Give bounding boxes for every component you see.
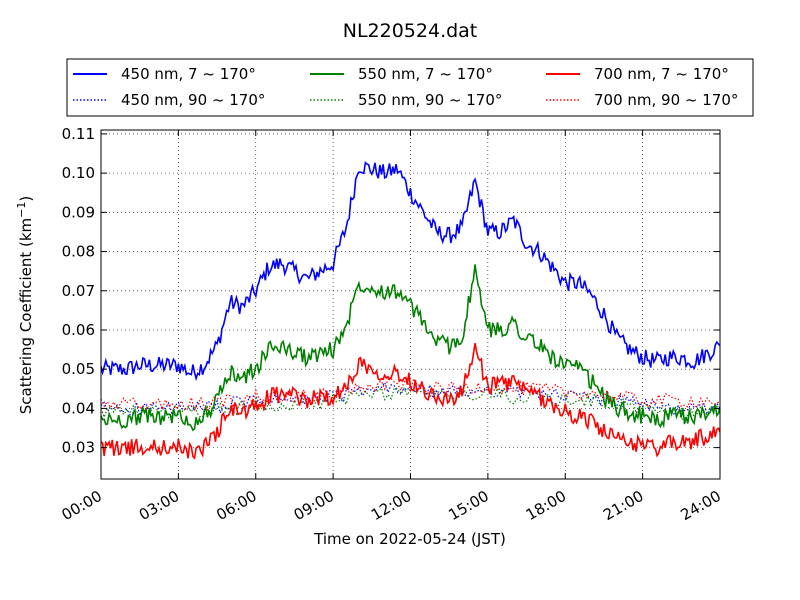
y-tick-label: 0.05 xyxy=(62,360,95,378)
y-axis-label-main: Scattering Coefficient (km xyxy=(17,218,35,414)
x-tick-label: 09:00 xyxy=(291,487,337,524)
x-axis-label: Time on 2022-05-24 (JST) xyxy=(313,530,506,548)
legend-label-1: 450 nm, 90 ~ 170° xyxy=(121,91,265,109)
y-tick-label: 0.06 xyxy=(62,321,95,339)
series-line-0 xyxy=(100,160,721,382)
y-tick-label: 0.11 xyxy=(62,125,95,143)
y-axis-label-superscript: −1 xyxy=(15,202,28,218)
series-line-2 xyxy=(100,264,721,432)
legend-label-2: 550 nm, 7 ~ 170° xyxy=(358,65,493,83)
chart-title: NL220524.dat xyxy=(343,20,478,42)
axis-ticks xyxy=(100,130,721,479)
x-tick-label: 06:00 xyxy=(213,487,259,524)
x-tick-label: 12:00 xyxy=(368,487,414,524)
legend-label-4: 700 nm, 7 ~ 170° xyxy=(594,65,729,83)
y-tick-label: 0.03 xyxy=(62,439,95,457)
y-tick-label: 0.08 xyxy=(62,243,95,261)
series-layer xyxy=(100,160,721,460)
x-tick-labels: 00:00 03:00 06:00 09:00 12:00 15:00 18:00 21:00… xyxy=(59,487,724,524)
x-tick-label: 24:00 xyxy=(678,487,724,524)
x-tick-label: 21:00 xyxy=(600,487,646,524)
x-tick-label: 18:00 xyxy=(523,487,569,524)
x-tick-label: 03:00 xyxy=(136,487,182,524)
series-line-4 xyxy=(100,343,721,460)
y-tick-label: 0.04 xyxy=(62,399,95,417)
y-tick-labels: 0.03 0.04 0.05 0.06 0.07 0.08 0.09 0.10 0.11 xyxy=(62,125,95,457)
legend-label-3: 550 nm, 90 ~ 170° xyxy=(358,91,502,109)
legend-box xyxy=(66,58,754,117)
legend: 450 nm, 7 ~ 170° 550 nm, 7 ~ 170° 700 nm, … xyxy=(66,58,754,117)
y-tick-label: 0.07 xyxy=(62,282,95,300)
x-tick-label: 00:00 xyxy=(59,487,105,524)
series-line-3 xyxy=(100,386,721,420)
grid-lines xyxy=(101,130,720,479)
y-tick-label: 0.10 xyxy=(62,164,95,182)
x-tick-label: 15:00 xyxy=(445,487,491,524)
legend-label-5: 700 nm, 90 ~ 170° xyxy=(594,91,738,109)
y-axis-label-close: ) xyxy=(17,196,35,202)
legend-label-0: 450 nm, 7 ~ 170° xyxy=(121,65,256,83)
series-line-5 xyxy=(100,376,721,412)
y-axis-label: Scattering Coefficient (km−1) xyxy=(15,196,35,415)
y-tick-label: 0.09 xyxy=(62,203,95,221)
